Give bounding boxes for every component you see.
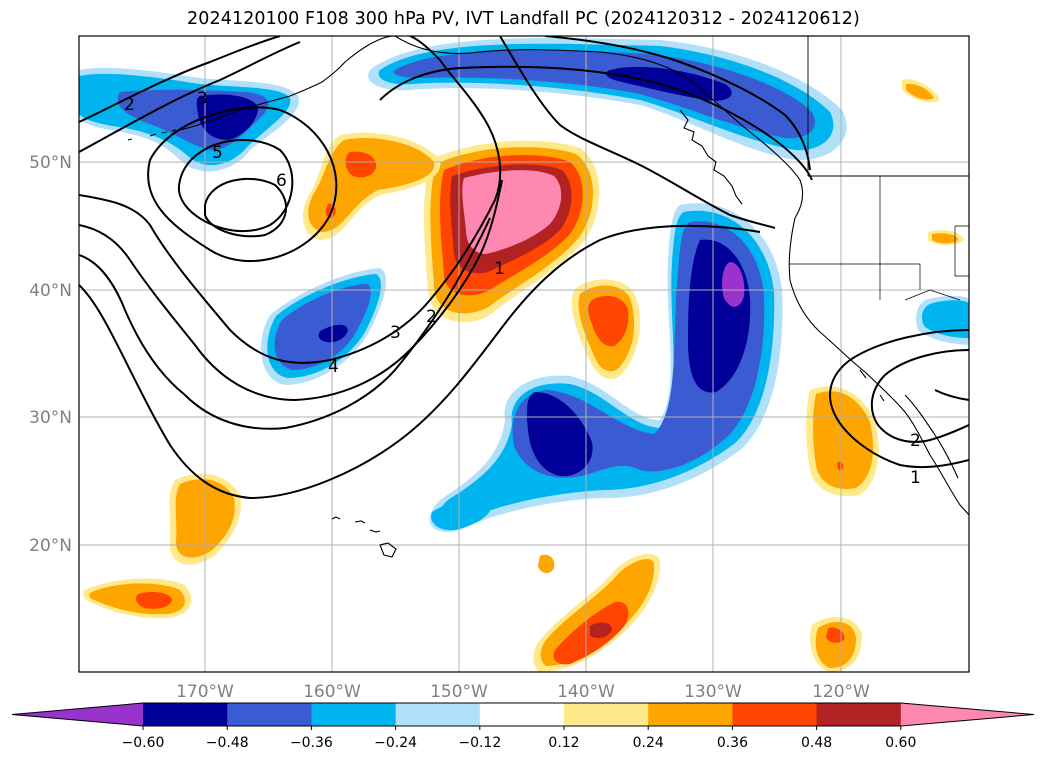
colorbar-extend-min bbox=[12, 703, 143, 726]
colorbar-segment bbox=[395, 703, 481, 726]
lon-label: 150°W bbox=[430, 682, 488, 702]
graticule bbox=[79, 36, 969, 672]
contour-label: 5 bbox=[212, 143, 223, 163]
colorbar-tick-label: 0.60 bbox=[885, 735, 916, 751]
contour-label: 2 bbox=[910, 431, 921, 451]
colorbar-tick-label: 0.36 bbox=[717, 735, 748, 751]
colorbar-tick-label: −0.60 bbox=[122, 735, 165, 751]
colorbar-tick-label: 0.48 bbox=[801, 735, 832, 751]
colorbar-extend-max bbox=[900, 703, 1034, 726]
colorbar-segment bbox=[143, 703, 228, 726]
contour-labels: 2 3 5 6 1 2 3 4 2 1 bbox=[124, 89, 921, 488]
contour-label: 3 bbox=[197, 89, 208, 109]
contour-label: 1 bbox=[494, 259, 505, 279]
colorbar-segment bbox=[816, 703, 902, 726]
coastlines bbox=[127, 36, 969, 516]
map-frame bbox=[78, 35, 970, 673]
colorbar-tick-label: −0.24 bbox=[374, 735, 417, 751]
colorbar-segment bbox=[732, 703, 818, 726]
lat-label: 30°N bbox=[29, 408, 72, 428]
lon-label: 130°W bbox=[684, 682, 742, 702]
lat-label: 40°N bbox=[29, 281, 72, 301]
colorbar-segment bbox=[311, 703, 397, 726]
contour-label: 3 bbox=[390, 323, 401, 343]
lat-label: 50°N bbox=[29, 153, 72, 173]
hawaii-islands bbox=[331, 516, 397, 558]
map-title: 2024120100 F108 300 hPa PV, IVT Landfall… bbox=[187, 9, 860, 29]
lon-axis: 170°W 160°W 150°W 140°W 130°W 120°W bbox=[176, 682, 870, 702]
colorbar-segment bbox=[479, 703, 565, 726]
contour-label: 1 bbox=[910, 468, 921, 488]
colorbar-segment bbox=[648, 703, 733, 726]
pv-contours bbox=[79, 36, 969, 500]
contour-label: 4 bbox=[328, 357, 339, 377]
lat-label: 20°N bbox=[29, 536, 72, 556]
colorbar-segment bbox=[564, 703, 649, 726]
contour-label: 6 bbox=[276, 171, 287, 191]
colorbar-tick-label: −0.12 bbox=[458, 735, 501, 751]
colorbar: −0.60 −0.48 −0.36 −0.24 −0.12 0.12 0.24 0.36 0.4… bbox=[11, 702, 1035, 751]
colorbar-tick-label: −0.48 bbox=[206, 735, 249, 751]
contour-label: 2 bbox=[426, 307, 437, 327]
lat-axis: 50°N 40°N 30°N 20°N bbox=[29, 153, 72, 556]
colorbar-tick-label: 0.24 bbox=[633, 735, 664, 751]
lon-label: 160°W bbox=[303, 682, 361, 702]
lon-label: 170°W bbox=[176, 682, 234, 702]
lon-label: 120°W bbox=[812, 682, 870, 702]
map-plot-area: 2 3 5 6 1 2 3 4 2 1 bbox=[79, 36, 969, 672]
colorbar-tick-label: −0.36 bbox=[290, 735, 333, 751]
colorbar-tick-label: 0.12 bbox=[548, 735, 579, 751]
colorbar-segment bbox=[227, 703, 312, 726]
lon-label: 140°W bbox=[557, 682, 615, 702]
contour-label: 2 bbox=[124, 95, 135, 115]
